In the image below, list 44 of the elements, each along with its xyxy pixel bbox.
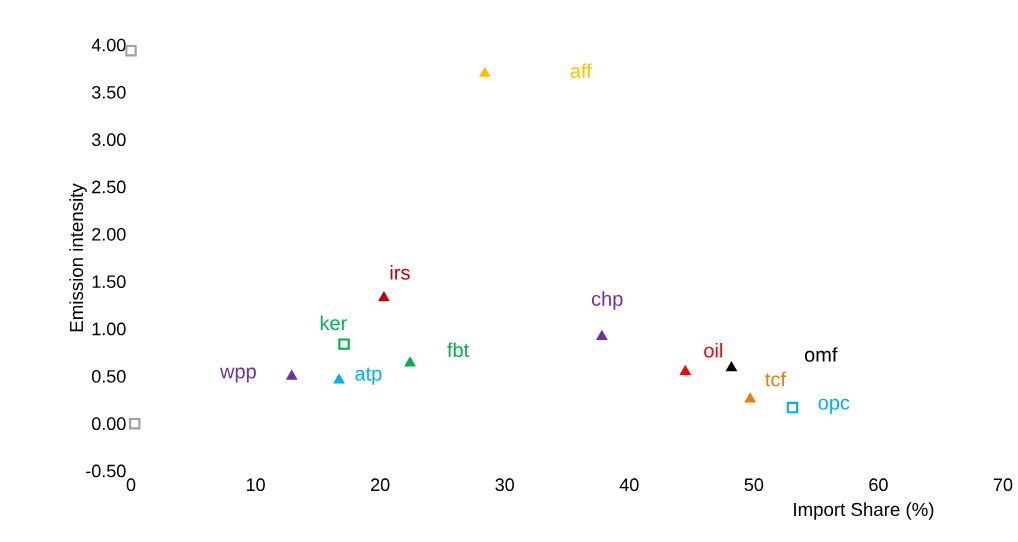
point <box>286 370 297 380</box>
point <box>745 393 756 403</box>
series-label: wpp <box>220 367 256 383</box>
x-axis-title: Import Share (%) <box>794 502 934 520</box>
point <box>378 292 389 302</box>
point <box>333 374 345 384</box>
y-tick-label: 0.50 <box>91 369 126 383</box>
text: omf <box>804 347 838 362</box>
x-tick-label: 40 <box>619 478 639 492</box>
y-tick-label: -0.50 <box>86 464 126 478</box>
y-tick-label: 3.50 <box>91 85 126 99</box>
x-tick-label: 60 <box>869 478 888 492</box>
series-label: irs <box>390 265 410 280</box>
point <box>680 365 691 375</box>
series-label: ker <box>320 315 347 331</box>
point <box>125 44 137 57</box>
y-tick-label: 2.00 <box>92 227 126 241</box>
text: aff <box>570 63 592 79</box>
y-tick-label: 0.00 <box>91 417 126 431</box>
series-label: opc <box>818 398 850 414</box>
point <box>479 67 490 77</box>
x-tick-label: 10 <box>246 478 265 492</box>
series-label: oil <box>704 342 722 358</box>
series-label: fbt <box>447 342 470 358</box>
x-tick-label: 0 <box>126 478 136 492</box>
x-tick-label: 50 <box>744 478 764 492</box>
y-tick-label: 1.00 <box>92 322 126 336</box>
series-label: chp <box>591 291 623 310</box>
y-axis-title: Emission intensity <box>69 183 87 332</box>
point <box>726 362 737 372</box>
point <box>596 330 607 340</box>
point <box>338 338 350 350</box>
x-tick-label: 70 <box>993 478 1013 492</box>
y-tick-label: 3.00 <box>91 133 126 147</box>
point <box>786 401 799 414</box>
point <box>129 417 141 430</box>
y-tick-label: 4.00 <box>91 38 126 52</box>
series-label: atp <box>355 367 382 385</box>
series-label: tcf <box>765 371 787 387</box>
y-tick-label: 2.50 <box>92 180 126 194</box>
x-tick-label: 30 <box>495 478 515 492</box>
x-tick-label: 20 <box>371 478 390 492</box>
y-tick-label: 1.50 <box>92 275 126 289</box>
point <box>404 357 416 367</box>
